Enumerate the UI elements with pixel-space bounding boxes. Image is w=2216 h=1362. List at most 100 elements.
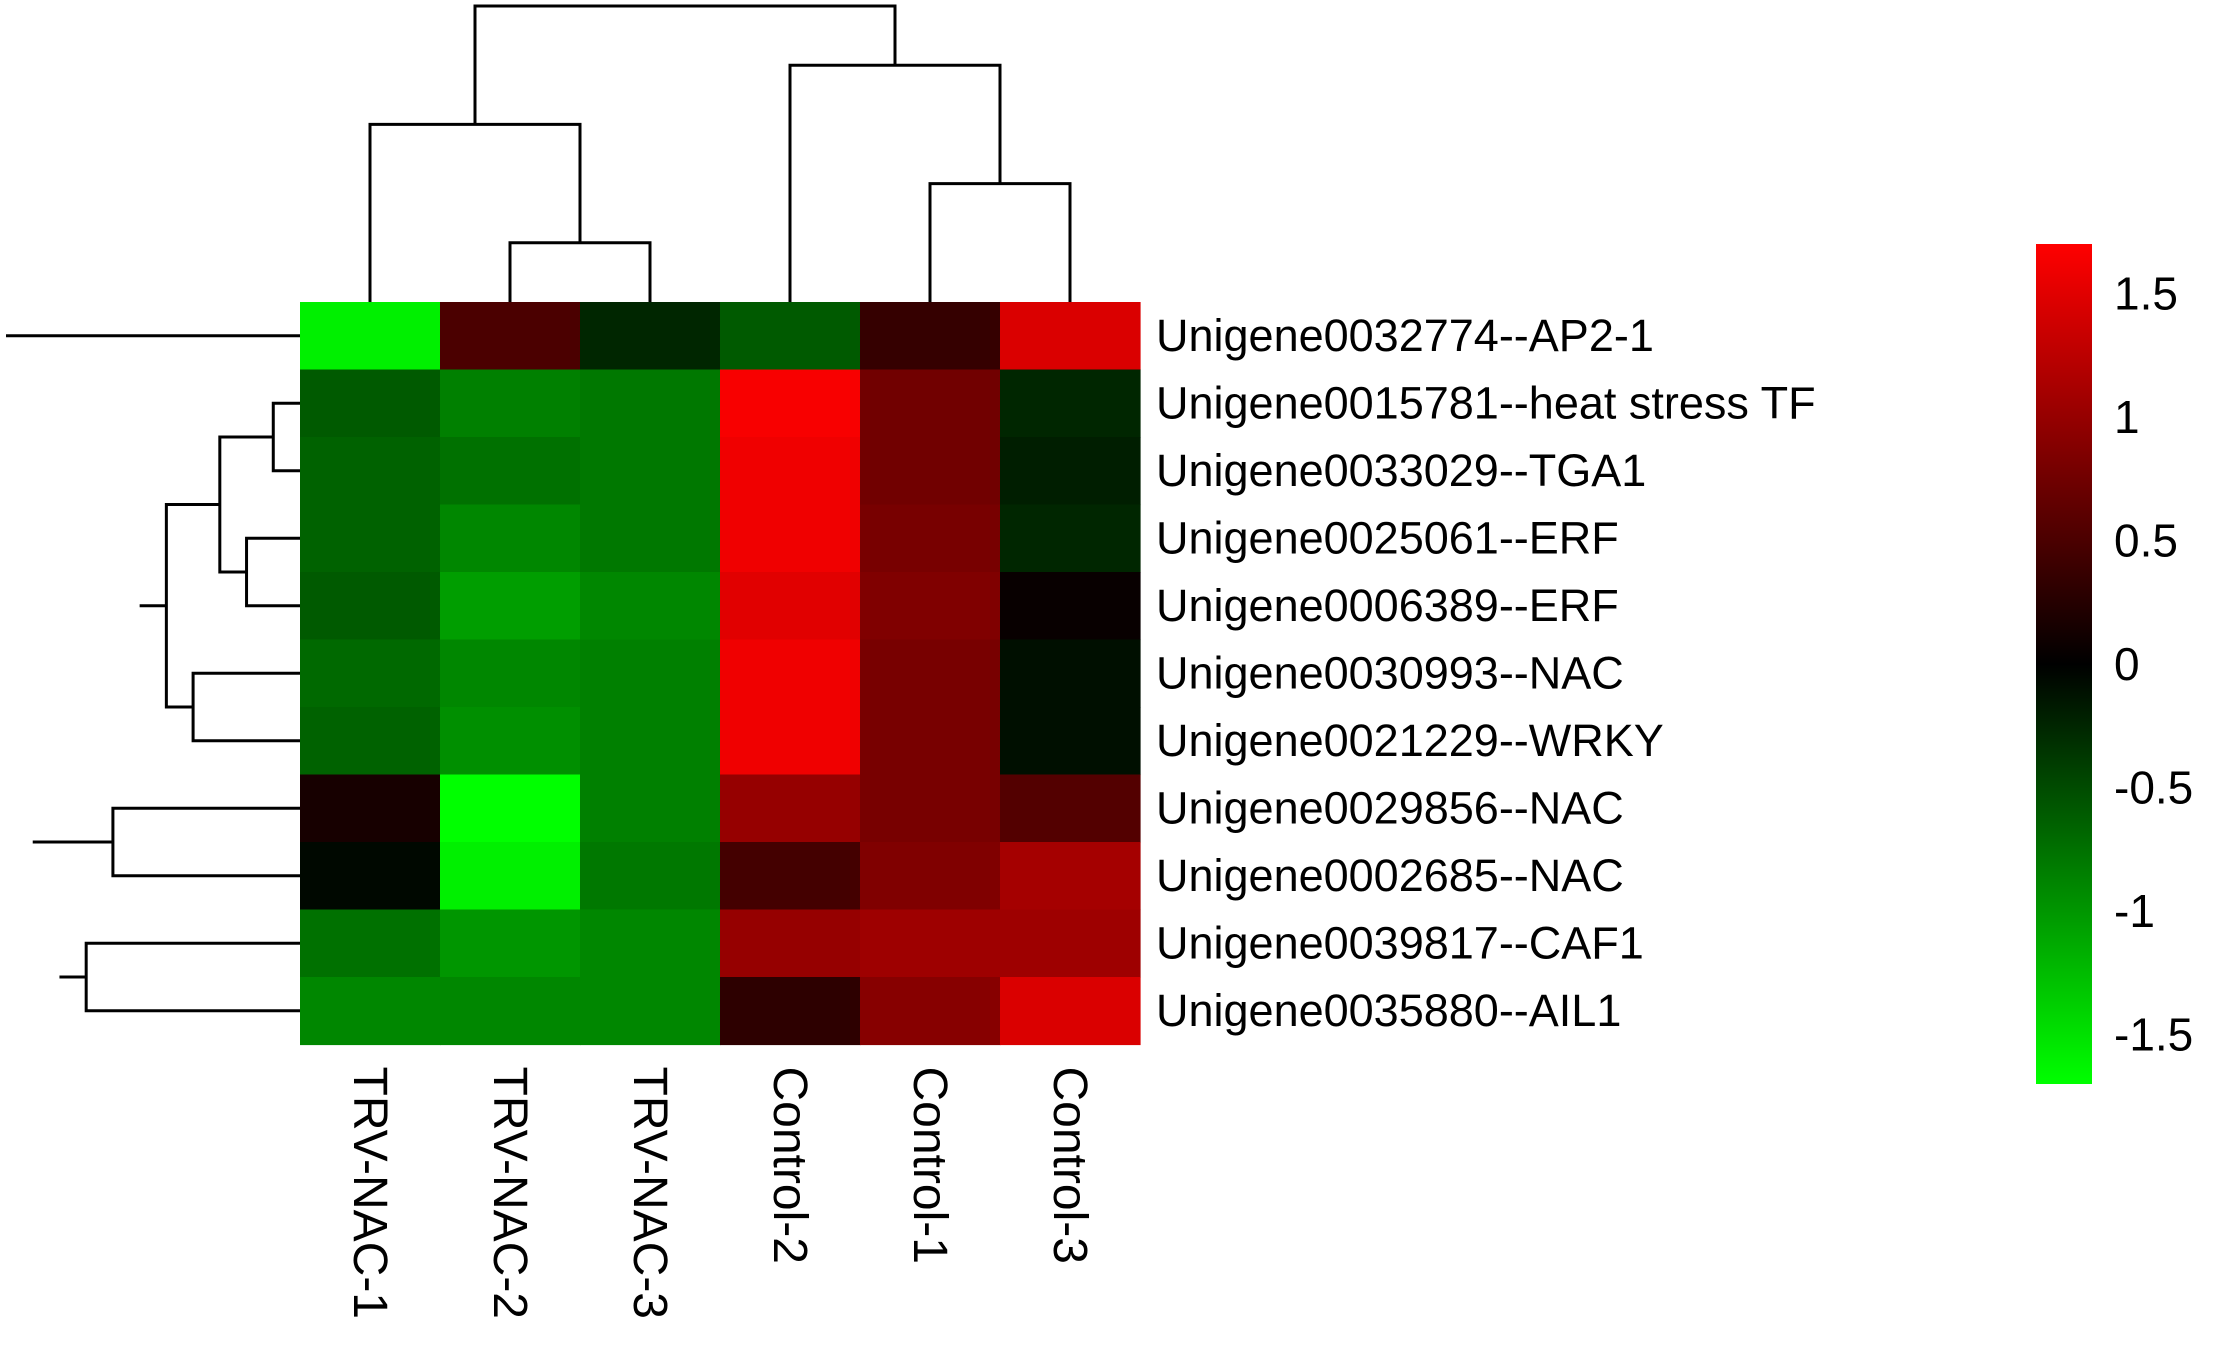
heatmap-cell — [1000, 774, 1141, 843]
heatmap-cell — [300, 302, 441, 371]
heatmap-cell — [1000, 572, 1141, 641]
heatmap-cell — [860, 977, 1001, 1046]
heatmap-cell — [440, 572, 581, 641]
heatmap-cell — [300, 707, 441, 776]
dendrogram-branch — [191, 671, 300, 743]
heatmap-cell — [440, 369, 581, 438]
heatmap-cell — [580, 504, 721, 573]
colorbar-tick-label: 0 — [2114, 638, 2140, 690]
heatmap-cell — [300, 369, 441, 438]
dendrogram-branch — [111, 806, 300, 878]
dendrogram-branch — [271, 401, 300, 473]
colorbar-gradient — [2036, 244, 2092, 1084]
heatmap-cell — [720, 977, 861, 1046]
heatmap-cell — [720, 909, 861, 978]
heatmap-cell — [1000, 369, 1141, 438]
column-label: Control-3 — [1043, 1067, 1096, 1264]
column-label: TRV-NAC-3 — [623, 1067, 676, 1320]
heatmap-cell — [720, 437, 861, 506]
row-label: Unigene0025061--ERF — [1156, 512, 1619, 563]
heatmap-cell — [1000, 302, 1141, 371]
column-label: TRV-NAC-2 — [483, 1067, 536, 1320]
heatmap-cell — [1000, 977, 1141, 1046]
heatmap-cell — [440, 707, 581, 776]
row-labels: Unigene0032774--AP2-1 Unigene0015781--hea… — [1156, 310, 1816, 1036]
heatmap-cell — [580, 977, 721, 1046]
colorbar-tick-label: -1 — [2114, 885, 2155, 937]
colorbar-ticks: 1.5 1 0.5 0 -0.5 -1 -1.5 — [2114, 267, 2193, 1060]
row-label: Unigene0002685--NAC — [1156, 850, 1624, 901]
heatmap-cell — [580, 774, 721, 843]
heatmap-cell — [580, 842, 721, 911]
colorbar-tick-label: 1.5 — [2114, 267, 2178, 319]
dendrogram-branch — [84, 941, 300, 1013]
heatmap-cell — [860, 909, 1001, 978]
heatmap-cell — [300, 572, 441, 641]
colorbar — [2036, 244, 2092, 1084]
heatmap-cell — [300, 774, 441, 843]
heatmap-cell — [720, 504, 861, 573]
heatmap-cell — [1000, 842, 1141, 911]
row-label: Unigene0015781--heat stress TF — [1156, 377, 1816, 428]
heatmap-cell — [860, 369, 1001, 438]
column-label: TRV-NAC-1 — [343, 1067, 396, 1320]
heatmap-cell — [440, 909, 581, 978]
heatmap-cell — [580, 369, 721, 438]
row-label: Unigene0035880--AIL1 — [1156, 985, 1621, 1036]
heatmap-cell — [300, 437, 441, 506]
row-label: Unigene0030993--NAC — [1156, 647, 1624, 698]
dendrogram-branch — [508, 241, 652, 302]
heatmap-cell — [440, 774, 581, 843]
heatmap-cell — [440, 437, 581, 506]
heatmap-cell — [720, 774, 861, 843]
heatmap-cell — [300, 842, 441, 911]
column-dendrogram — [368, 4, 1072, 302]
heatmap-cell — [860, 504, 1001, 573]
row-label: Unigene0021229--WRKY — [1156, 715, 1664, 766]
dendrogram-branch — [368, 122, 582, 302]
heatmap-cell — [860, 302, 1001, 371]
row-label: Unigene0006389--ERF — [1156, 580, 1619, 631]
heatmap-cell — [860, 707, 1001, 776]
heatmap-cell — [720, 369, 861, 438]
dendrogram-branch — [245, 536, 300, 608]
heatmap-cell — [720, 572, 861, 641]
heatmap-cell — [860, 774, 1001, 843]
row-dendrogram — [6, 334, 300, 1013]
heatmap-cell — [720, 639, 861, 708]
colorbar-tick-label: -0.5 — [2114, 762, 2193, 814]
heatmap-cell — [860, 437, 1001, 506]
column-label: Control-1 — [903, 1067, 956, 1264]
dendrogram-branch — [473, 4, 897, 125]
colorbar-tick-label: 1 — [2114, 391, 2140, 443]
colorbar-tick-label: -1.5 — [2114, 1009, 2193, 1061]
colorbar-tick-label: 0.5 — [2114, 514, 2178, 566]
row-label: Unigene0032774--AP2-1 — [1156, 310, 1654, 361]
heatmap-cell — [580, 437, 721, 506]
heatmap-cell — [580, 707, 721, 776]
heatmap-cell — [580, 302, 721, 371]
heatmap-cell — [720, 842, 861, 911]
heatmap-cell — [440, 639, 581, 708]
heatmap-cell — [1000, 437, 1141, 506]
row-label: Unigene0029856--NAC — [1156, 782, 1624, 833]
heatmap-cell — [300, 639, 441, 708]
heatmap-cell — [300, 504, 441, 573]
heatmap-cell — [580, 572, 721, 641]
heatmap-cell — [440, 842, 581, 911]
dendrogram-branch — [928, 182, 1072, 302]
heatmap-cell — [860, 842, 1001, 911]
heatmap-cell — [580, 909, 721, 978]
row-label: Unigene0033029--TGA1 — [1156, 445, 1646, 496]
heatmap-cell — [440, 302, 581, 371]
heatmap-cell — [860, 572, 1001, 641]
heatmap-cell — [440, 977, 581, 1046]
heatmap-cell — [860, 639, 1001, 708]
heatmap-cell — [580, 639, 721, 708]
heatmap-cells — [300, 302, 1141, 1046]
column-labels: TRV-NAC-1 TRV-NAC-2 TRV-NAC-3 Control-2 Cont… — [343, 1067, 1096, 1320]
column-label: Control-2 — [763, 1067, 816, 1264]
row-label: Unigene0039817--CAF1 — [1156, 917, 1644, 968]
heatmap-cell — [1000, 504, 1141, 573]
